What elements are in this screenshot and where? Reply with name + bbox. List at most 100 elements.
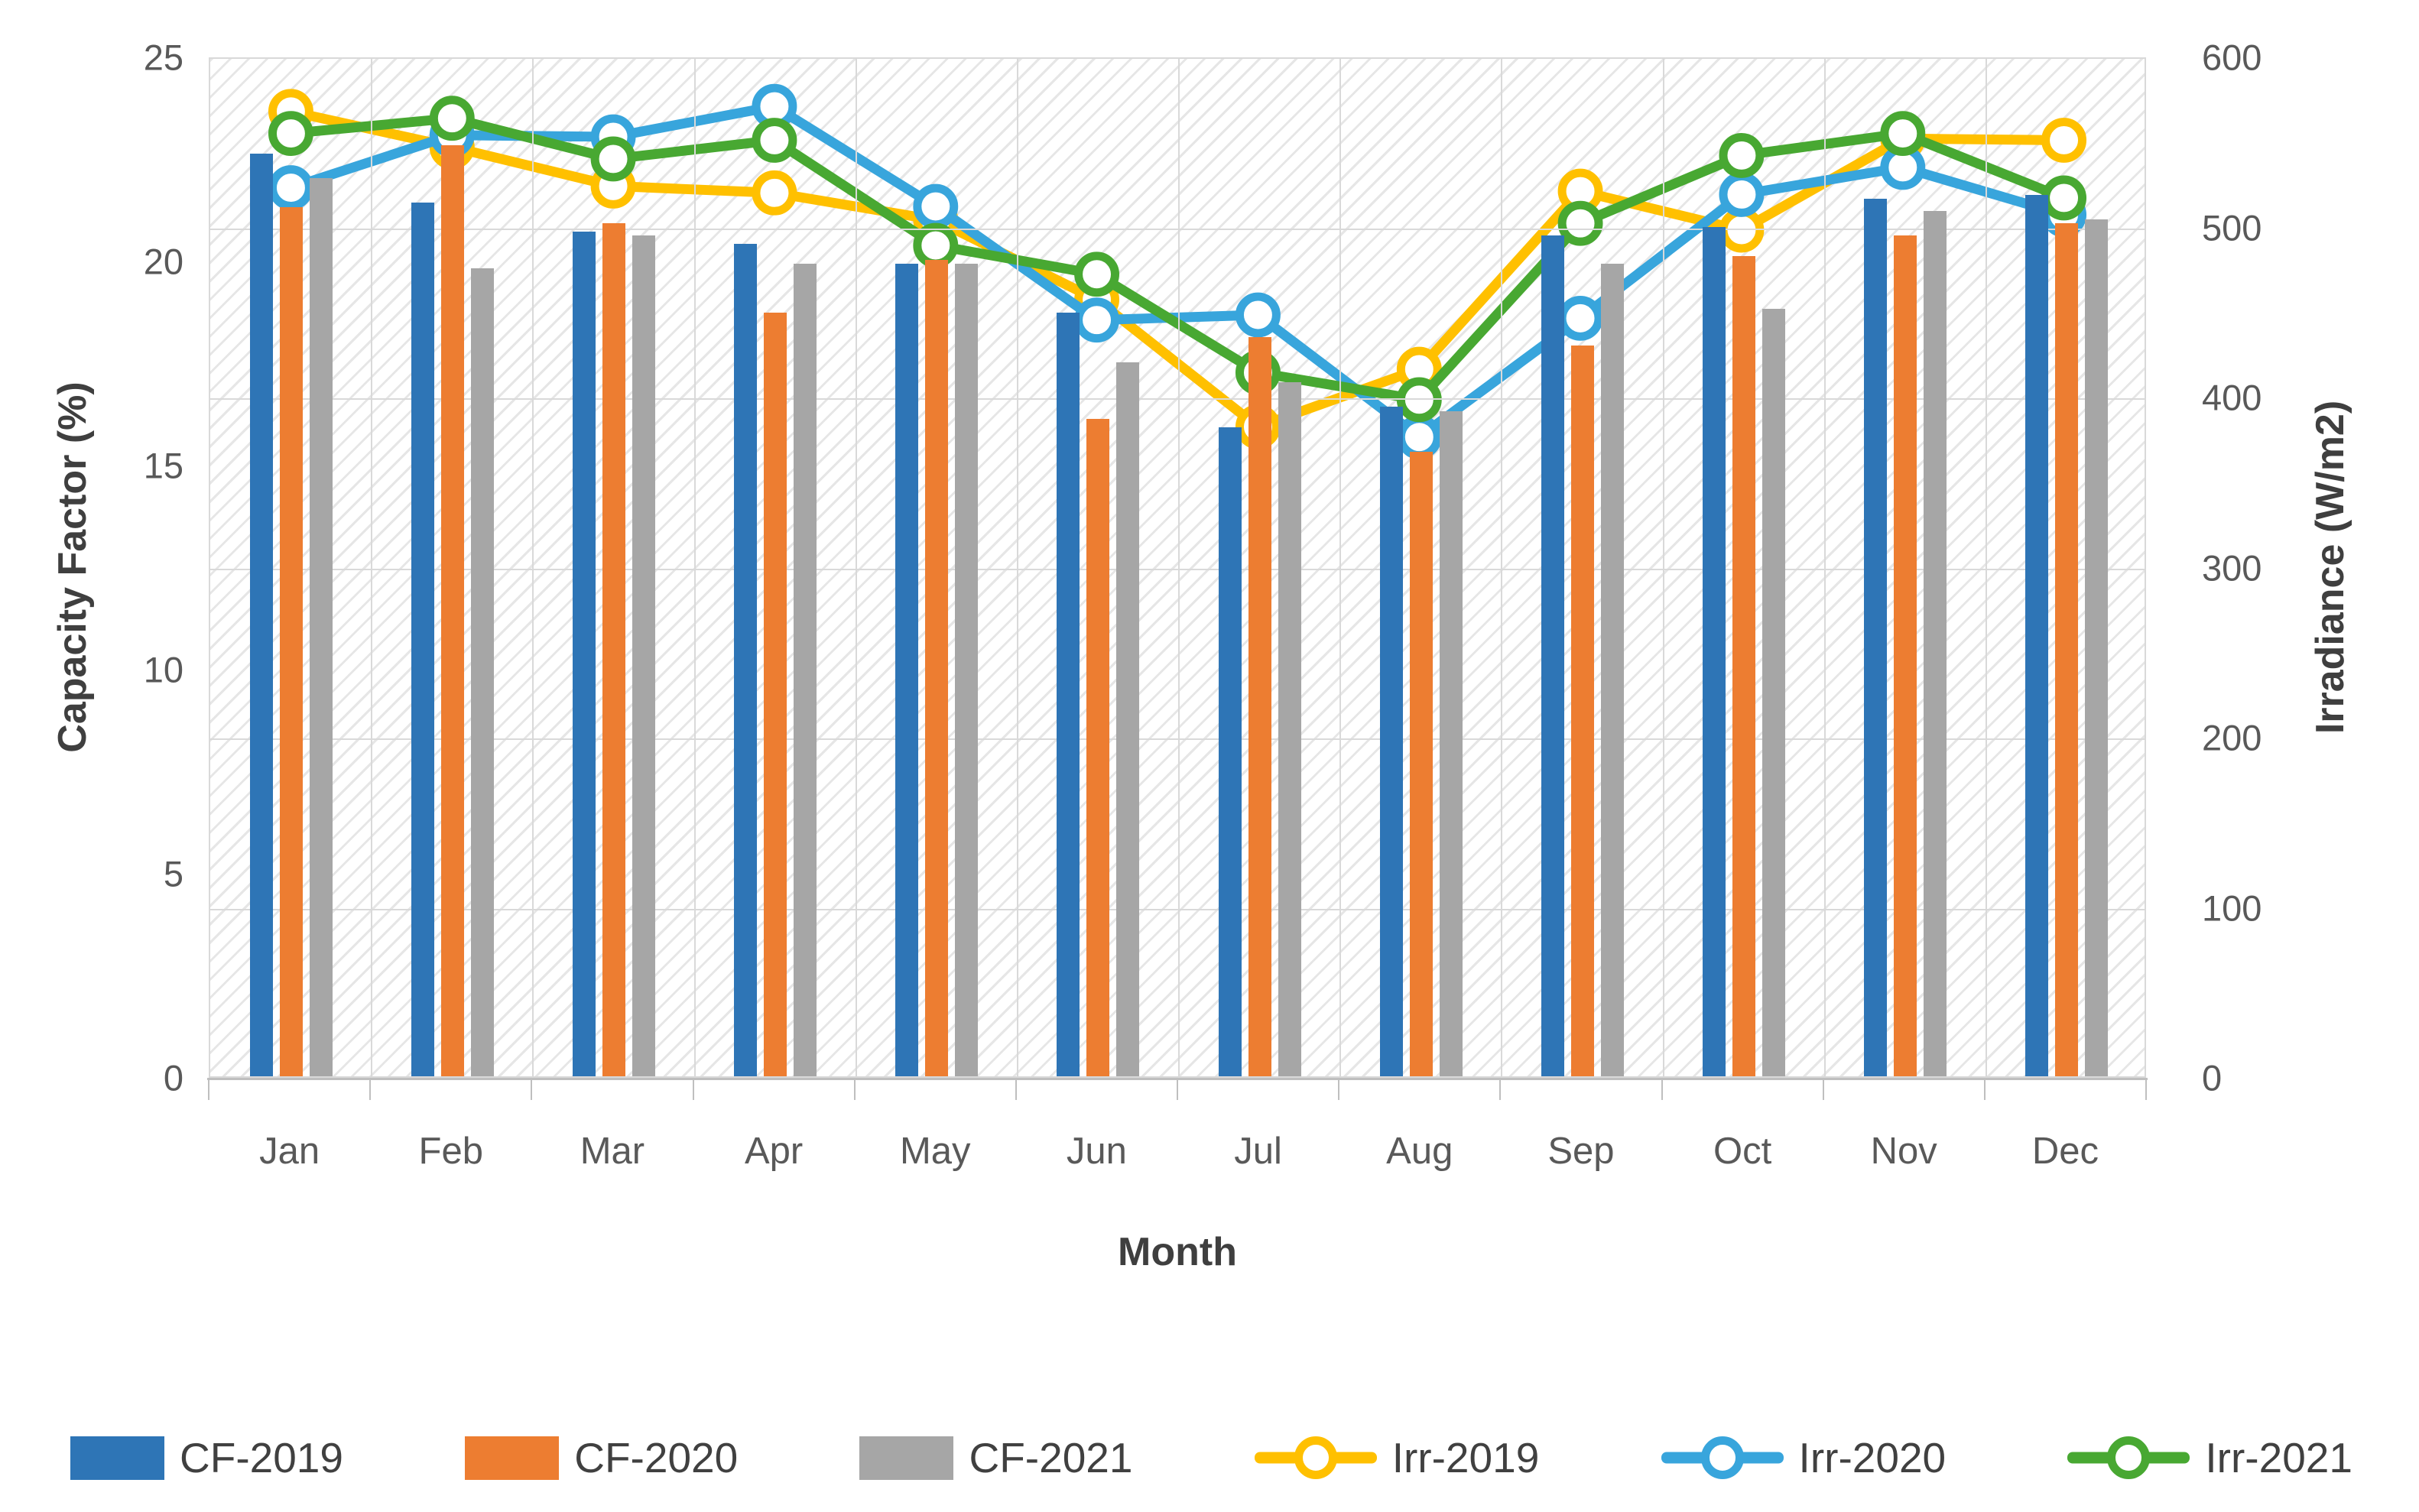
x-axis-tick: [1822, 1080, 1824, 1100]
bar-cf-2019-oct: [1703, 227, 1726, 1076]
marker-irr-2021-sep: [1557, 200, 1603, 246]
marker-irr-2021-nov: [1880, 111, 1926, 157]
x-axis-tick: [1177, 1080, 1178, 1100]
bar-cf-2020-dec: [2055, 222, 2079, 1076]
bar-cf-2019-jul: [1218, 427, 1242, 1076]
bar-cf-2021-jan: [309, 178, 333, 1076]
bar-cf-2020-mar: [602, 222, 625, 1076]
bar-cf-2021-nov: [1924, 210, 1947, 1076]
legend-label: CF-2021: [969, 1434, 1133, 1481]
marker-irr-2021-jun: [1074, 251, 1120, 297]
x-axis-tick: [208, 1080, 209, 1100]
month-label: Dec: [2031, 1131, 2099, 1172]
marker-irr-2021-may: [913, 222, 959, 268]
bar-cf-2021-feb: [470, 268, 494, 1076]
left-axis-title: Capacity Factor (%): [50, 381, 95, 753]
bar-cf-2020-may: [925, 260, 949, 1076]
legend-line-sample-irr-2021: [2067, 1436, 2190, 1480]
legend-line-sample-irr-2019: [1254, 1436, 1377, 1480]
marker-irr-2020-jan: [268, 165, 313, 211]
bar-cf-2019-jun: [1057, 313, 1080, 1076]
legend-swatch-cf-2020: [465, 1436, 560, 1480]
v-gridline: [1016, 59, 1018, 1076]
left-axis-tick-label: 15: [143, 445, 183, 486]
marker-irr-2020-jul: [1235, 292, 1281, 338]
bar-cf-2020-apr: [764, 313, 787, 1076]
right-axis-tick-label: 100: [2202, 887, 2262, 928]
x-axis-tick: [853, 1080, 856, 1100]
x-axis-tick: [1661, 1080, 1663, 1100]
v-gridline: [855, 59, 857, 1076]
marker-irr-2021-feb: [429, 96, 475, 141]
x-axis-line: [207, 1078, 2148, 1080]
legend-label: Irr-2021: [2205, 1434, 2352, 1481]
x-axis-tick: [531, 1080, 533, 1100]
month-label: Nov: [1870, 1131, 1937, 1172]
month-label: Oct: [1713, 1131, 1772, 1172]
month-label: Jun: [1066, 1131, 1127, 1172]
legend-swatch-cf-2019: [70, 1436, 164, 1480]
bar-cf-2019-sep: [1541, 235, 1564, 1076]
bar-cf-2021-oct: [1762, 309, 1786, 1076]
marker-irr-2019-dec: [2041, 118, 2087, 163]
h-gridline: [210, 738, 2145, 740]
bar-cf-2020-feb: [440, 145, 464, 1076]
left-axis-tick-label: 5: [163, 853, 183, 894]
month-label: Apr: [744, 1131, 804, 1172]
bar-cf-2020-jan: [279, 206, 303, 1076]
marker-irr-2020-jun: [1074, 297, 1120, 343]
legend-item-cf-2021: CF-2021: [859, 1433, 1132, 1482]
month-label: Jul: [1234, 1131, 1282, 1172]
x-axis-tick: [2145, 1080, 2147, 1100]
marker-irr-2019-apr: [752, 170, 797, 216]
bar-cf-2019-nov: [1864, 198, 1888, 1076]
right-axis-tick-label: 200: [2202, 717, 2262, 758]
left-axis-tick-label: 0: [163, 1057, 183, 1098]
marker-irr-2020-oct: [1719, 172, 1765, 217]
chart-legend: CF-2019 CF-2020 CF-2021 Irr-2019 Irr-2020 Irr…: [70, 1423, 2352, 1492]
left-axis-tick-label: 10: [143, 649, 183, 690]
marker-irr-2021-dec: [2041, 175, 2087, 221]
bar-cf-2021-apr: [794, 264, 817, 1076]
bar-cf-2021-may: [955, 264, 979, 1076]
x-axis-title: Month: [1118, 1230, 1237, 1274]
h-gridline: [210, 228, 2145, 230]
x-axis-tick: [1015, 1080, 1017, 1100]
month-label: Sep: [1547, 1131, 1615, 1172]
line-irr-2019: [285, 106, 2070, 432]
legend-item-cf-2019: CF-2019: [70, 1433, 343, 1482]
bar-cf-2021-dec: [2085, 219, 2109, 1076]
bar-cf-2019-dec: [2025, 194, 2049, 1076]
marker-irr-2020-may: [913, 183, 959, 229]
h-gridline: [210, 398, 2145, 400]
left-axis-tick-label: 25: [143, 37, 183, 78]
bar-cf-2020-aug: [1409, 451, 1433, 1076]
bar-cf-2020-oct: [1732, 255, 1756, 1076]
x-axis-tick: [369, 1080, 372, 1100]
legend-line-sample-irr-2020: [1661, 1436, 1784, 1480]
legend-label: Irr-2020: [1798, 1434, 1947, 1481]
marker-irr-2021-jan: [268, 111, 313, 157]
legend-item-irr-2020: Irr-2020: [1661, 1433, 1947, 1482]
right-axis-tick-label: 400: [2202, 377, 2262, 418]
plot-area: [209, 57, 2146, 1078]
legend-label: CF-2019: [180, 1434, 343, 1481]
bar-cf-2021-mar: [632, 235, 655, 1076]
legend-label: Irr-2019: [1391, 1434, 1540, 1481]
marker-irr-2021-mar: [590, 136, 636, 182]
right-axis-tick-label: 500: [2202, 207, 2262, 248]
v-gridline: [1662, 59, 1664, 1076]
bar-cf-2019-aug: [1379, 407, 1403, 1076]
v-gridline: [1501, 59, 1503, 1076]
v-gridline: [532, 59, 534, 1076]
bar-cf-2019-apr: [734, 243, 758, 1076]
bar-cf-2019-feb: [411, 203, 434, 1076]
right-axis-tick-label: 0: [2202, 1057, 2223, 1098]
v-gridline: [1339, 59, 1342, 1076]
x-axis-tick: [692, 1080, 694, 1100]
v-gridline: [1985, 59, 1987, 1076]
h-gridline: [210, 908, 2145, 910]
bar-cf-2020-jul: [1248, 337, 1271, 1076]
month-label: Jan: [259, 1131, 320, 1172]
